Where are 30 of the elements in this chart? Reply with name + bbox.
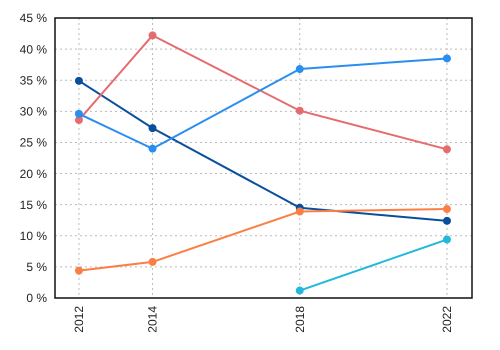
point <box>74 110 83 118</box>
y-tick-label: 40 % <box>20 42 48 56</box>
y-tick-label: 45 % <box>20 11 48 26</box>
point <box>74 76 83 85</box>
point <box>442 236 451 244</box>
point <box>442 216 451 225</box>
point <box>148 144 157 153</box>
y-tick-label: 35 % <box>20 73 48 88</box>
y-tick-label: 30 % <box>20 104 48 119</box>
y-tick-label: 15 % <box>20 198 48 212</box>
point <box>148 31 157 40</box>
x-tick-label: 2014 <box>146 306 160 333</box>
point <box>442 145 451 154</box>
y-tick-label: 5 % <box>26 260 48 274</box>
y-tick-label: 10 % <box>20 228 48 243</box>
y-tick-label: 25 % <box>20 136 48 150</box>
point <box>74 266 83 275</box>
point <box>296 208 304 216</box>
x-tick-label: 2022 <box>440 306 454 333</box>
point <box>296 65 304 74</box>
point <box>296 286 304 295</box>
point <box>442 205 451 214</box>
y-tick-label: 20 % <box>20 166 48 181</box>
point <box>442 54 451 62</box>
x-tick-label: 2018 <box>292 306 307 333</box>
point <box>148 258 157 266</box>
x-tick-label: 2012 <box>72 306 86 333</box>
y-tick-label: 0 % <box>26 291 48 306</box>
point <box>148 124 157 132</box>
point <box>296 106 304 115</box>
